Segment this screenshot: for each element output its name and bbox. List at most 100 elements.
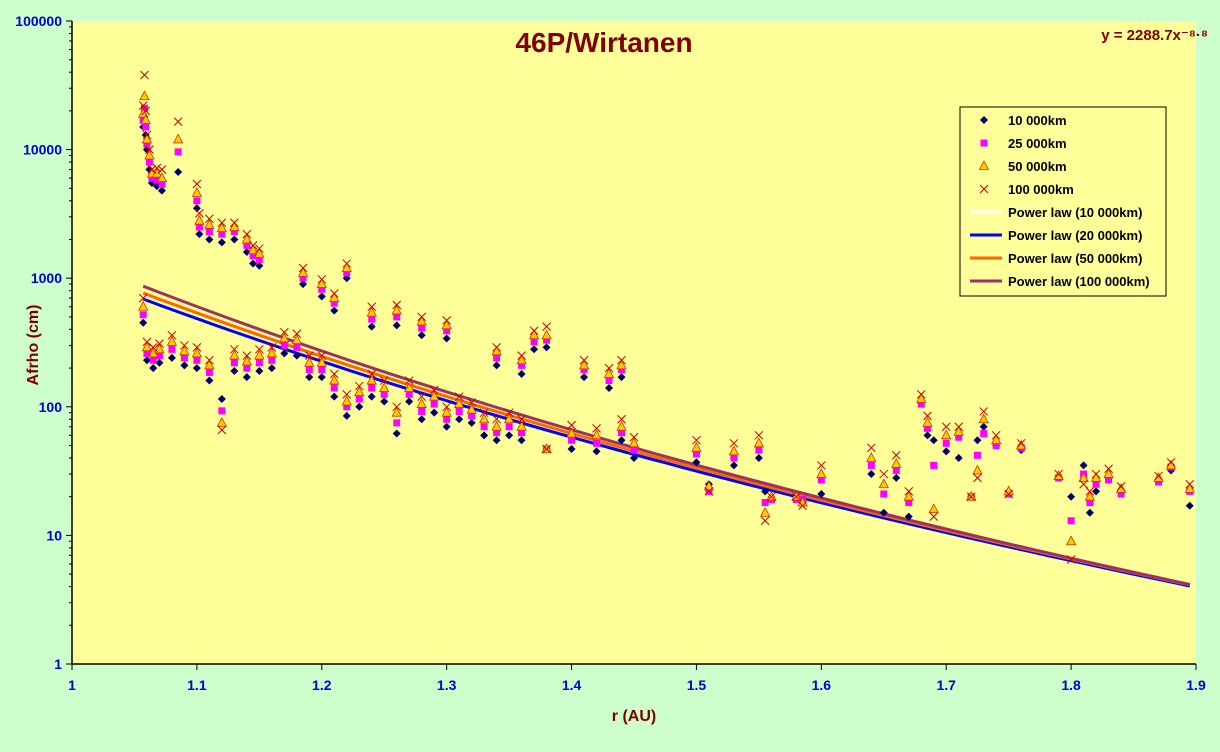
data-point <box>317 351 327 360</box>
data-point <box>318 366 326 374</box>
data-point-b <box>254 344 264 354</box>
data-point <box>905 499 913 507</box>
data-point-b <box>966 492 976 502</box>
data-point <box>205 235 214 244</box>
data-point <box>567 444 576 453</box>
data-point <box>543 336 551 344</box>
data-point <box>298 263 308 273</box>
data-point <box>617 373 626 382</box>
data-point <box>879 469 889 479</box>
data-point <box>205 368 213 376</box>
data-point <box>429 390 440 401</box>
data-point <box>479 408 489 418</box>
data-point <box>542 444 551 454</box>
data-point <box>941 422 951 432</box>
data-point <box>929 512 939 521</box>
data-point <box>280 341 288 349</box>
legend-label: 25 000km <box>1008 136 1067 151</box>
data-point <box>879 508 888 517</box>
data-point <box>953 425 964 436</box>
data-point-b <box>429 385 439 395</box>
legend-marker <box>980 139 988 147</box>
data-point <box>798 501 807 511</box>
data-point <box>139 311 147 319</box>
data-point <box>728 445 740 456</box>
data-point <box>404 382 415 392</box>
data-point <box>157 165 167 174</box>
data-point-b <box>567 420 576 430</box>
data-point <box>891 458 902 468</box>
data-point <box>618 366 626 374</box>
data-point <box>316 356 327 367</box>
data-point <box>248 241 258 250</box>
y-tick-label: 100000 <box>15 13 62 29</box>
data-point-b <box>230 218 239 228</box>
data-point <box>205 376 214 385</box>
data-point <box>354 381 364 391</box>
data-point <box>341 395 352 406</box>
data-point <box>980 429 988 437</box>
data-point <box>330 392 339 401</box>
data-point <box>568 436 576 444</box>
data-point <box>267 342 277 352</box>
data-point <box>217 238 226 247</box>
data-point <box>242 351 252 360</box>
data-point-b <box>754 430 764 440</box>
data-point-b <box>167 330 177 340</box>
data-point-b <box>354 381 364 391</box>
data-point <box>973 451 981 459</box>
data-point <box>204 359 215 370</box>
data-point <box>580 366 588 374</box>
data-point <box>942 439 950 447</box>
data-point-b <box>242 229 252 239</box>
data-point <box>317 274 327 284</box>
data-point-b <box>442 402 452 412</box>
data-point-b <box>173 117 183 126</box>
data-point <box>904 512 913 521</box>
x-tick-label: 1.6 <box>812 677 832 693</box>
data-point-b <box>492 342 501 352</box>
data-point <box>466 403 477 414</box>
legend-label: Power law (100 000km) <box>1008 274 1150 289</box>
data-point-b <box>152 163 162 173</box>
data-point <box>216 222 228 233</box>
data-point <box>491 345 502 356</box>
data-point-b <box>195 208 204 218</box>
x-tick-label: 1.7 <box>936 677 956 693</box>
data-point <box>138 293 148 303</box>
data-point-b <box>317 351 327 360</box>
data-point <box>517 369 526 378</box>
data-point <box>366 374 377 385</box>
data-point <box>279 327 289 337</box>
data-point <box>973 436 982 445</box>
data-point <box>316 278 327 288</box>
data-point <box>991 430 1001 440</box>
x-tick-label: 1.8 <box>1061 677 1081 693</box>
data-point <box>193 197 201 205</box>
data-point <box>504 408 514 418</box>
data-point <box>139 90 150 101</box>
data-point <box>754 453 763 462</box>
data-point <box>191 347 203 358</box>
data-point <box>761 487 770 496</box>
data-point-b <box>1066 555 1076 564</box>
x-tick-label: 1.2 <box>312 677 332 693</box>
data-point <box>703 480 715 491</box>
data-point <box>866 452 877 462</box>
data-point <box>1053 470 1064 480</box>
data-point <box>578 359 590 370</box>
data-point-b <box>941 422 951 432</box>
data-point <box>454 392 464 401</box>
fit-line <box>142 297 1191 588</box>
data-point <box>342 411 351 420</box>
data-point <box>299 280 308 289</box>
data-point <box>366 306 377 317</box>
data-point <box>243 364 251 372</box>
data-point-b <box>367 369 377 379</box>
data-point <box>230 344 239 354</box>
data-point <box>592 447 601 456</box>
data-point <box>192 342 202 352</box>
data-point <box>293 343 301 351</box>
chart-title: 46P/Wirtanen <box>515 27 692 58</box>
data-point <box>392 300 402 310</box>
